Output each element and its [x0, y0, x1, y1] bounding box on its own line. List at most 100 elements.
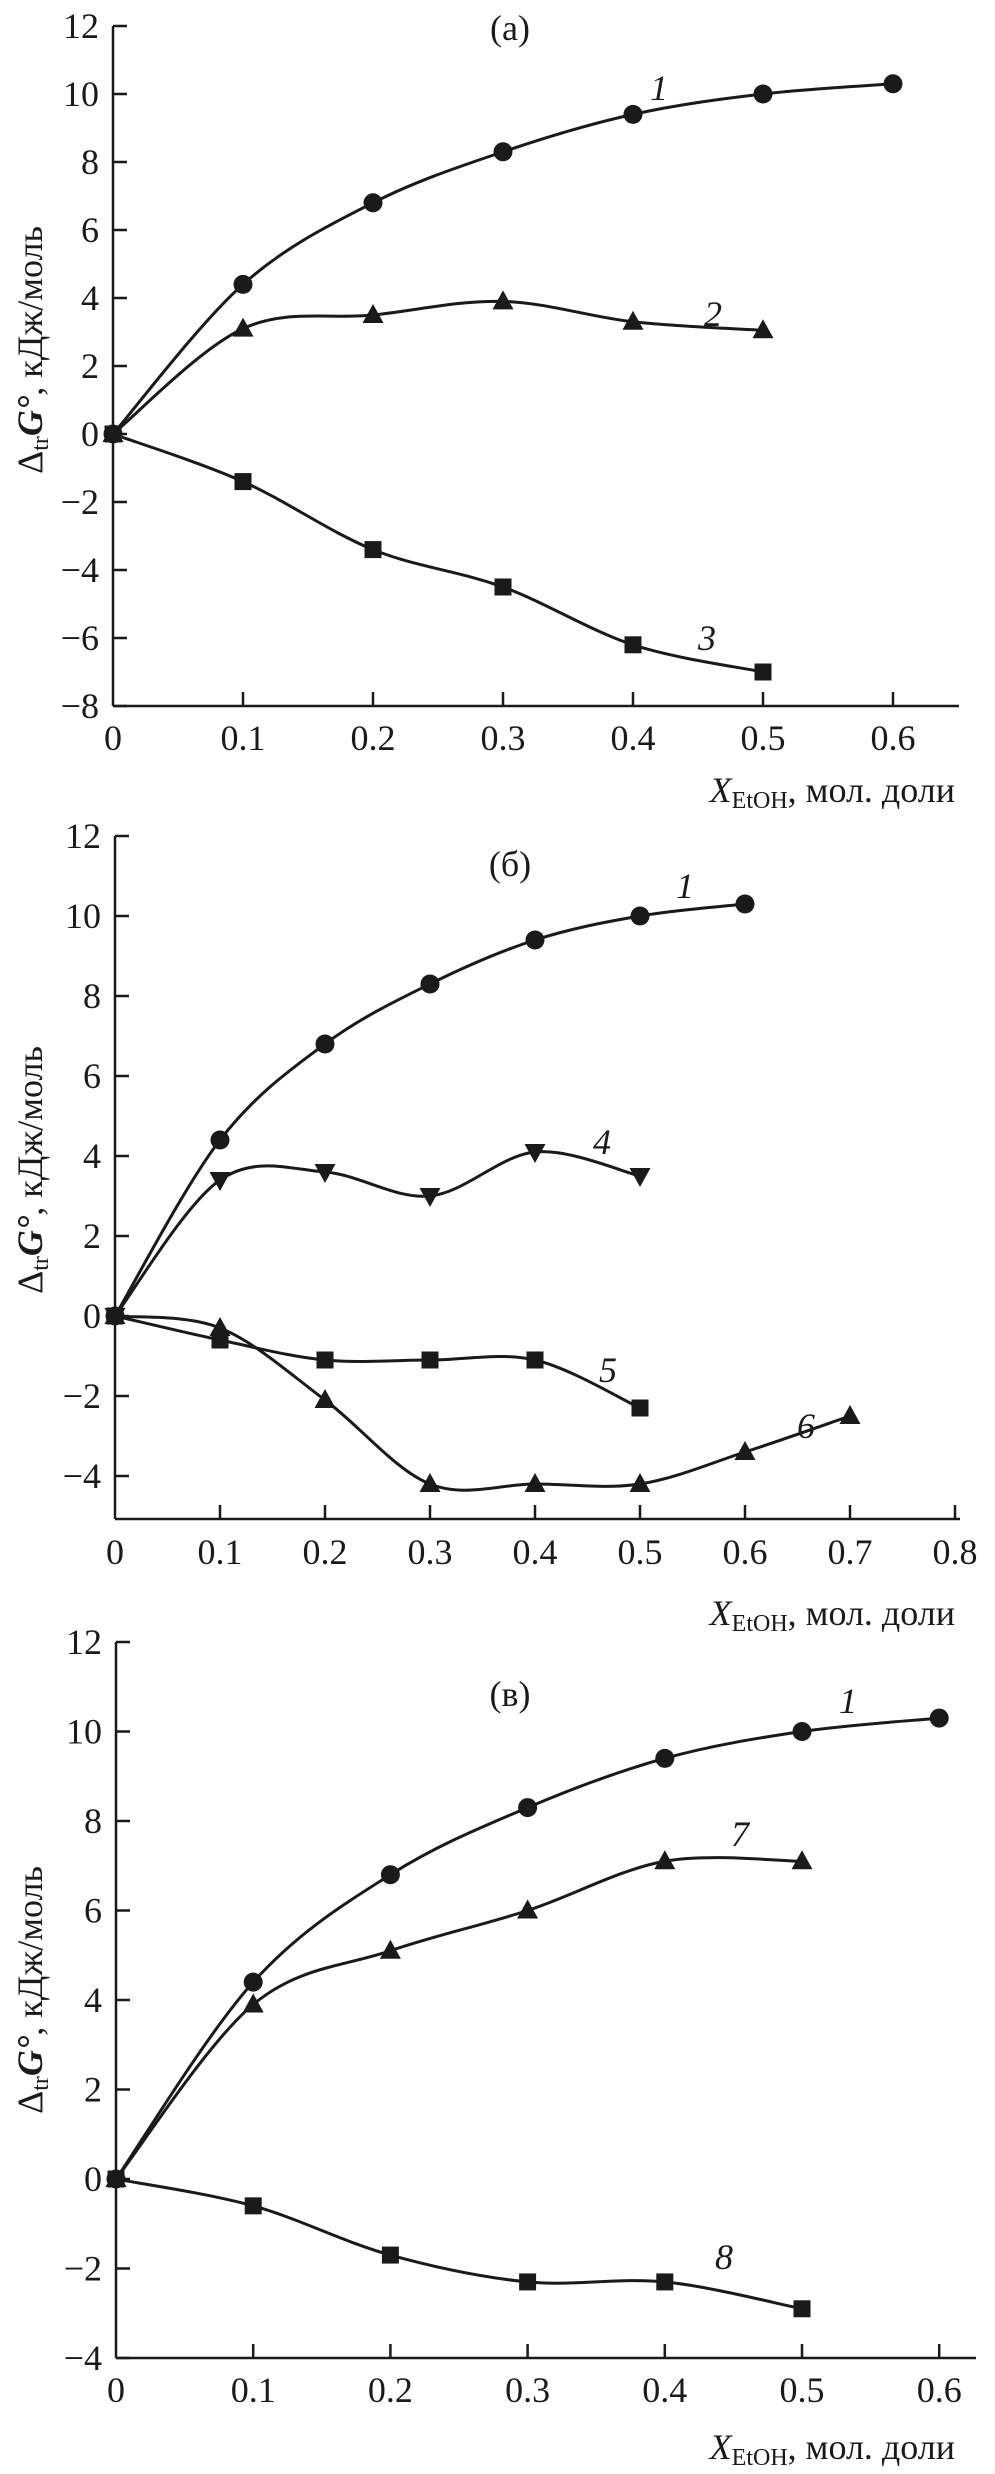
panel-label: (б) — [489, 844, 531, 884]
x-tick-label: 0.6 — [917, 2370, 962, 2410]
y-tick-label: 8 — [81, 142, 99, 182]
triangle-down-marker — [524, 1144, 546, 1163]
circle-marker — [420, 974, 440, 994]
series-1: 1 — [103, 68, 903, 444]
x-tick-label: 0.5 — [741, 718, 786, 758]
series-line — [115, 2177, 803, 2311]
x-tick-label: 0.4 — [513, 1532, 558, 1572]
x-tick-label: 0 — [106, 1532, 124, 1572]
x-axis-label: XEtOH, мол. доли — [708, 1593, 955, 1637]
x-tick-label: 0.8 — [933, 1532, 978, 1572]
x-label-main: X — [708, 770, 734, 810]
x-label-sub: EtOH — [732, 1611, 788, 1637]
series-4: 4 — [104, 1122, 651, 1327]
circle-marker — [243, 1972, 263, 1992]
triangle-up-marker — [419, 1473, 441, 1492]
y-label-unit: , кДж/моль — [10, 226, 50, 396]
series-line — [112, 299, 764, 436]
x-tick-label: 0.1 — [221, 718, 266, 758]
x-tick-label: 0.6 — [871, 718, 916, 758]
circle-marker — [753, 84, 773, 104]
y-tick-label: 0 — [81, 414, 99, 454]
x-axis-label: XEtOH, мол. доли — [708, 2427, 955, 2471]
triangle-up-marker — [839, 1405, 861, 1424]
circle-marker — [380, 1865, 400, 1885]
y-tick-label: −2 — [63, 1376, 101, 1416]
y-tick-label: −4 — [63, 1456, 101, 1496]
y-tick-label: −8 — [61, 686, 99, 726]
square-marker — [364, 541, 382, 559]
triangle-up-marker — [379, 1939, 401, 1959]
y-tick-label: 10 — [66, 1712, 102, 1752]
series-label: 7 — [731, 1814, 751, 1854]
series-line — [114, 1716, 940, 2180]
y-tick-label: 4 — [81, 278, 99, 318]
triangle-up-marker — [622, 310, 644, 330]
x-label-sub: EtOH — [732, 2445, 788, 2471]
y-tick-label: 12 — [65, 816, 101, 856]
square-marker — [754, 663, 772, 681]
square-marker — [381, 2246, 399, 2264]
series-label: 2 — [704, 294, 722, 334]
square-marker — [624, 636, 642, 654]
x-tick-label: 0.3 — [481, 718, 526, 758]
series-line — [114, 1314, 641, 1410]
series-line — [112, 432, 764, 674]
circle-marker — [518, 1798, 538, 1818]
circle-marker — [210, 1130, 230, 1150]
y-tick-label: 2 — [81, 346, 99, 386]
triangle-up-marker — [314, 1389, 336, 1408]
circle-marker — [315, 1034, 335, 1054]
y-tick-label: 12 — [66, 1622, 102, 1662]
series-line — [114, 1314, 851, 1492]
series-label: 5 — [599, 1350, 617, 1390]
triangle-down-marker — [629, 1168, 651, 1187]
y-label-sub: tr — [28, 436, 54, 451]
series-5: 5 — [106, 1307, 649, 1417]
square-marker — [519, 2273, 537, 2291]
series-1: 1 — [105, 866, 755, 1326]
x-tick-label: 0.1 — [198, 1532, 243, 1572]
y-label-main: G° — [10, 1215, 50, 1256]
y-tick-label: −2 — [61, 482, 99, 522]
y-label-sub: tr — [28, 1256, 54, 1271]
triangle-up-marker — [209, 1317, 231, 1336]
circle-marker — [233, 274, 253, 294]
x-label-unit: , мол. доли — [788, 1593, 955, 1633]
series-6: 6 — [104, 1305, 861, 1492]
series-label: 1 — [676, 866, 694, 906]
circle-marker — [929, 1708, 949, 1728]
triangle-up-marker — [734, 1441, 756, 1460]
series-3: 3 — [104, 425, 772, 681]
x-tick-label: 0.5 — [618, 1532, 663, 1572]
x-axis-label: XEtOH, мол. доли — [708, 770, 955, 814]
x-label-unit: , мол. доли — [788, 2427, 955, 2467]
triangle-up-marker — [752, 319, 774, 339]
y-tick-label: 0 — [83, 1296, 101, 1336]
series-8: 8 — [107, 2170, 811, 2318]
square-marker — [316, 1351, 334, 1369]
series-label: 8 — [715, 2237, 733, 2277]
y-axis-label: ΔtrG°, кДж/моль — [10, 226, 54, 474]
y-label-unit: , кДж/моль — [10, 1046, 50, 1216]
series-7: 7 — [105, 1814, 813, 2187]
x-tick-label: 0.4 — [642, 2370, 687, 2410]
series-label: 1 — [839, 1681, 857, 1721]
y-tick-label: 8 — [83, 976, 101, 1016]
square-marker — [494, 578, 512, 596]
x-tick-label: 0.4 — [611, 718, 656, 758]
circle-marker — [792, 1722, 812, 1741]
square-marker — [104, 425, 122, 443]
square-marker — [421, 1351, 439, 1369]
y-tick-label: 8 — [84, 1801, 102, 1841]
y-tick-label: 0 — [84, 2159, 102, 2199]
x-tick-label: 0 — [104, 718, 122, 758]
circle-marker — [883, 74, 903, 94]
y-tick-label: 10 — [63, 74, 99, 114]
x-tick-label: 0.2 — [368, 2370, 413, 2410]
y-tick-label: −4 — [64, 2338, 102, 2378]
x-tick-label: 0.7 — [828, 1532, 873, 1572]
triangle-up-marker — [232, 317, 254, 337]
